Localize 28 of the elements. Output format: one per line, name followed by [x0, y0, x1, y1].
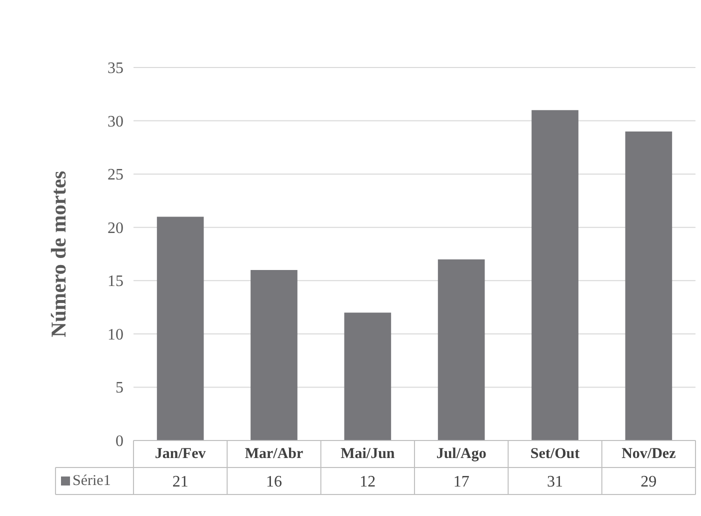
y-tick-label: 20 — [108, 220, 124, 237]
x-tick-label: Mai/Jun — [340, 446, 396, 462]
data-label: 16 — [266, 474, 282, 490]
y-tick-label: 5 — [116, 380, 124, 397]
data-label: 12 — [360, 474, 376, 490]
bar — [438, 259, 485, 440]
bar — [344, 312, 392, 440]
y-tick-label: 10 — [108, 326, 124, 344]
x-tick-label: Nov/Dez — [622, 446, 676, 462]
data-label: 17 — [453, 474, 470, 490]
y-tick-label: 15 — [108, 273, 124, 290]
y-tick-label: 35 — [108, 60, 124, 77]
data-label: 29 — [640, 474, 657, 490]
bar — [532, 110, 578, 440]
x-tick-label: Set/Out — [530, 446, 580, 462]
bar — [625, 131, 672, 440]
y-axis-title: Número de mortes — [46, 170, 70, 338]
bar — [250, 270, 298, 440]
y-tick-label: 30 — [108, 113, 124, 130]
y-tick-label: 25 — [108, 166, 124, 184]
bar — [156, 216, 204, 440]
x-tick-label: Jul/Ago — [436, 446, 486, 462]
legend-label: Série1 — [72, 473, 111, 489]
data-label: 31 — [547, 474, 563, 490]
y-tick-label: 0 — [116, 433, 124, 450]
data-label: 21 — [172, 474, 188, 490]
x-tick-label: Mar/Abr — [244, 446, 304, 462]
x-tick-label: Jan/Fev — [154, 446, 206, 462]
